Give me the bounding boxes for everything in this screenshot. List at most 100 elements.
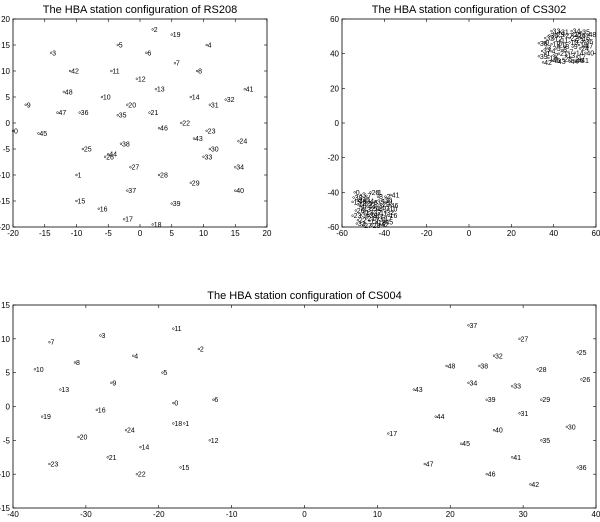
- data-point: [356, 218, 360, 222]
- point-label: 47: [426, 462, 434, 469]
- point-label: 39: [488, 397, 496, 404]
- point-label: 0: [14, 128, 18, 135]
- point-label: 3: [52, 50, 56, 57]
- data-point: [382, 198, 385, 202]
- data-point: [355, 222, 358, 225]
- data-point: [103, 155, 107, 158]
- point-label: 10: [390, 206, 398, 213]
- point-label: 32: [386, 210, 394, 217]
- point-label: 11: [112, 69, 119, 76]
- data-point: [234, 166, 237, 169]
- point-label: 35: [377, 199, 385, 206]
- data-point: [557, 52, 561, 55]
- data-point: [384, 195, 387, 198]
- data-point: [132, 354, 135, 357]
- y-tick-label: 0: [6, 403, 11, 412]
- data-point: [575, 55, 579, 59]
- data-point: [116, 114, 119, 117]
- point-label: 0: [356, 190, 360, 197]
- data-point: [363, 211, 366, 214]
- data-point: [359, 193, 363, 197]
- y-tick-label: 5: [6, 93, 11, 102]
- data-point: [366, 205, 369, 208]
- axes-frame: [12, 18, 268, 228]
- point-label: 26: [578, 33, 586, 40]
- data-point: [208, 103, 212, 106]
- x-tick-label: -20: [7, 229, 19, 238]
- y-tick-label: -5: [3, 145, 11, 154]
- data-point: [571, 33, 574, 36]
- point-label: 42: [381, 222, 389, 229]
- point-label: 17: [578, 55, 586, 62]
- point-label: 43: [363, 207, 371, 214]
- point-label: 38: [122, 141, 130, 148]
- x-tick-label: -5: [105, 229, 113, 238]
- data-point: [351, 200, 354, 204]
- data-point: [135, 77, 138, 80]
- point-label: 2: [200, 346, 204, 353]
- data-point: [384, 211, 387, 214]
- data-point: [565, 54, 568, 57]
- data-point: [78, 111, 81, 114]
- data-point: [583, 44, 586, 48]
- y-tick-label: -5: [3, 436, 11, 445]
- point-label: 34: [366, 199, 374, 206]
- point-label: 43: [415, 387, 423, 394]
- data-point: [558, 39, 562, 42]
- data-point: [124, 429, 128, 432]
- point-label: 21: [560, 51, 568, 58]
- x-tick-label: -60: [336, 229, 348, 238]
- point-label: 39: [369, 213, 377, 220]
- data-point: [568, 41, 571, 44]
- data-point: [224, 98, 227, 101]
- data-point: [354, 209, 357, 212]
- data-point: [129, 166, 132, 169]
- data-point: [578, 47, 582, 50]
- point-label: 17: [125, 217, 133, 224]
- data-point: [75, 199, 78, 203]
- chart-title: The HBA station configuration of CS302: [372, 4, 566, 16]
- y-tick-label: 15: [1, 41, 10, 50]
- point-label: 41: [392, 192, 400, 199]
- point-label: 8: [76, 360, 80, 367]
- data-point: [386, 200, 389, 204]
- y-tick-label: -20: [0, 223, 11, 232]
- data-point: [383, 220, 386, 223]
- y-tick-label: 20: [1, 15, 10, 24]
- data-point: [580, 36, 583, 40]
- data-point: [375, 191, 379, 194]
- point-label: 0: [545, 40, 549, 47]
- point-label: 46: [576, 58, 584, 65]
- x-tick-label: -40: [7, 510, 19, 517]
- point-label: 22: [571, 36, 579, 43]
- point-label: 16: [582, 36, 590, 43]
- point-label: 16: [100, 206, 108, 213]
- point-label: 27: [364, 223, 372, 230]
- y-tick-label: -15: [0, 197, 11, 206]
- data-point: [356, 203, 360, 206]
- data-point: [234, 189, 237, 192]
- data-point: [59, 388, 62, 391]
- point-label: 2: [555, 53, 559, 60]
- data-point: [172, 401, 175, 405]
- point-label: 33: [205, 154, 213, 161]
- point-label: 7: [176, 61, 180, 68]
- point-label: 19: [173, 32, 181, 39]
- data-point: [576, 466, 579, 469]
- chart-title: The HBA station configuration of RS208: [43, 4, 237, 16]
- point-label: 14: [576, 50, 584, 57]
- data-point: [570, 29, 573, 33]
- point-label: 21: [151, 110, 159, 117]
- point-label: 31: [561, 30, 569, 37]
- point-label: 46: [391, 203, 399, 210]
- data-point: [362, 224, 365, 227]
- point-label: 26: [106, 154, 114, 161]
- data-point: [371, 201, 374, 204]
- point-label: 23: [354, 213, 362, 220]
- point-label: 45: [39, 131, 47, 138]
- data-point: [541, 61, 545, 64]
- data-point: [371, 211, 374, 215]
- point-label: 46: [488, 472, 496, 479]
- data-point: [529, 483, 532, 486]
- chart-rs208: The HBA station configuration of RS208 -2…: [0, 4, 272, 238]
